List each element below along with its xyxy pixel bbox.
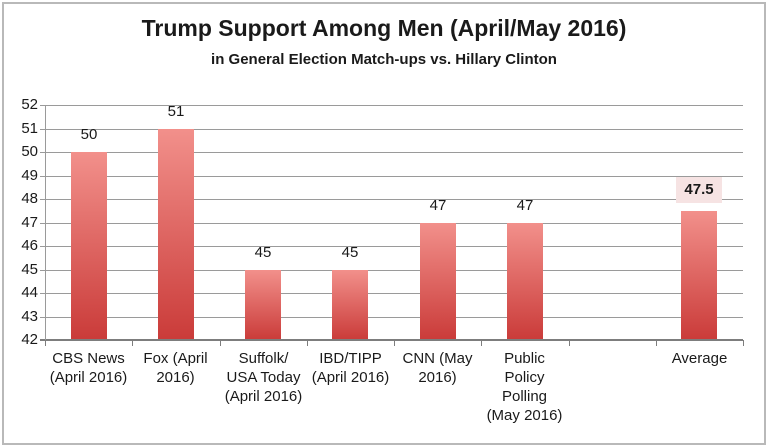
y-tick-label: 42 <box>21 331 38 348</box>
x-tick-label-line: Polling <box>501 388 548 405</box>
x-tick-label-line: Suffolk/ <box>238 350 289 367</box>
bar <box>245 269 281 340</box>
x-tick-label-line: (April 2016) <box>311 369 390 386</box>
x-axis-tick <box>45 340 46 346</box>
bar-value-label: 47 <box>393 196 483 216</box>
bar <box>681 210 717 340</box>
x-axis-tick <box>132 340 133 346</box>
x-axis-tick <box>743 340 744 346</box>
x-tick-label: Average <box>656 349 743 368</box>
value-label-text: 50 <box>80 126 98 143</box>
y-tick-label: 45 <box>21 260 38 278</box>
bar <box>71 152 107 340</box>
x-tick-label-line: (April 2016) <box>49 369 128 386</box>
x-tick-label: Fox (April 2016) <box>132 349 219 387</box>
chart-subtitle: in General Election Match-ups vs. Hillar… <box>211 51 557 68</box>
y-tick-label: 46 <box>21 237 38 254</box>
x-tick-label: CBS News (April 2016) <box>45 349 132 387</box>
y-tick-label: 48 <box>21 190 38 207</box>
x-tick-label-line: Average <box>671 350 728 367</box>
value-label-text: 47 <box>429 196 447 214</box>
bar <box>332 269 368 340</box>
bar-value-label: 51 <box>131 102 221 122</box>
y-tick-label: 49 <box>21 166 38 184</box>
y-tick-label: 52 <box>21 96 38 113</box>
x-tick-label-line: 2016) <box>418 369 457 386</box>
gridline <box>40 269 743 271</box>
value-label-text: 47 <box>516 196 534 214</box>
x-tick-label: Suffolk/USA Today (April 2016) <box>220 349 307 406</box>
bar-value-label: 45 <box>305 243 395 263</box>
x-tick-label-line: 2016) <box>156 369 195 386</box>
gridline <box>40 152 743 153</box>
x-axis-tick <box>481 340 482 346</box>
highlighted-value-label: 47.5 <box>676 176 722 203</box>
x-tick-label-line: IBD/TIPP <box>319 350 382 367</box>
value-label-text: 45 <box>254 243 272 261</box>
gridline <box>40 293 743 294</box>
x-axis-tick <box>394 340 395 346</box>
x-tick-label-line: (April 2016) <box>224 388 303 405</box>
bar <box>507 222 543 340</box>
x-tick-label: Public Policy Polling (May 2016) <box>481 349 568 425</box>
x-tick-label-line: CNN (May <box>402 350 473 367</box>
value-label-text: 51 <box>167 102 185 120</box>
x-tick-label-line: CBS News <box>52 350 125 367</box>
y-tick-label: 44 <box>21 284 38 301</box>
x-axis-line <box>40 339 743 341</box>
x-axis-tick <box>656 340 657 346</box>
x-tick-label-line: Policy <box>504 369 545 386</box>
x-tick-label-line: USA Today <box>226 369 301 386</box>
chart-title: Trump Support Among Men (April/May 2016) <box>141 15 627 41</box>
gridline <box>40 246 743 247</box>
bar <box>158 128 194 340</box>
gridline <box>40 222 743 224</box>
bar-value-label: 50 <box>44 125 134 145</box>
bar-value-label: 45 <box>218 243 308 263</box>
y-tick-label: 51 <box>21 119 38 137</box>
value-label-text: 45 <box>341 243 359 261</box>
y-axis-line <box>45 105 46 340</box>
gridline <box>40 128 743 130</box>
x-tick-label-line: Fox (April <box>143 350 208 367</box>
y-tick-label: 43 <box>21 307 38 325</box>
x-tick-label: IBD/TIPP (April 2016) <box>307 349 394 387</box>
x-axis-tick <box>307 340 308 346</box>
x-tick-label-line: (May 2016) <box>486 407 563 424</box>
gridline <box>40 105 743 106</box>
x-axis-tick <box>569 340 570 346</box>
gridline <box>40 316 743 318</box>
y-tick-label: 50 <box>21 143 38 160</box>
x-tick-label-line: Public <box>504 350 545 367</box>
gridline <box>40 199 743 200</box>
x-tick-label: CNN (May 2016) <box>394 349 481 387</box>
bar <box>420 222 456 340</box>
bar-value-label: 47 <box>480 196 570 216</box>
y-tick-label: 47 <box>21 213 38 231</box>
bar-value-label: 47.5 <box>654 176 744 203</box>
gridline <box>40 175 743 177</box>
x-axis-tick <box>220 340 221 346</box>
